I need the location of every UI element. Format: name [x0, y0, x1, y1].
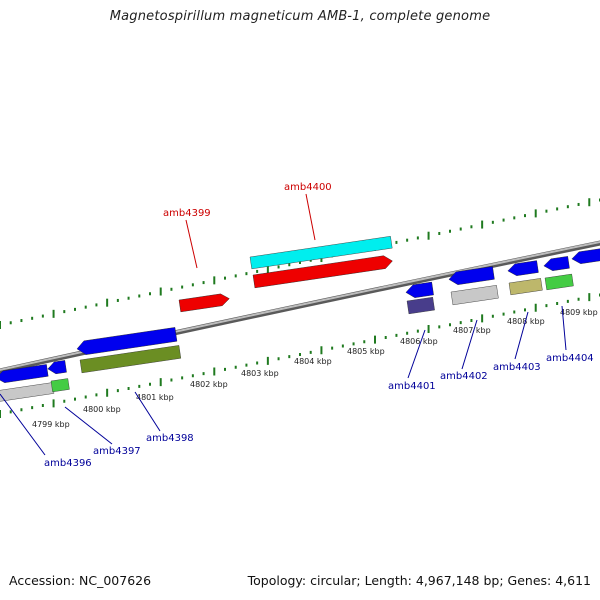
gene-amb4404-arrow[interactable] [543, 256, 570, 272]
gene-amb4396-arrow[interactable] [0, 364, 49, 383]
gene-label-amb4399[interactable]: amb4399 [163, 208, 211, 219]
category-bar-c4398[interactable] [79, 345, 182, 374]
scale-label: 4801 kbp [136, 393, 174, 402]
scale-label: 4805 kbp [347, 347, 385, 356]
leader-line [185, 219, 198, 269]
category-bar-c4402[interactable] [450, 285, 499, 306]
gene-label-amb4404[interactable]: amb4404 [546, 353, 594, 364]
gene-label-amb4403[interactable]: amb4403 [493, 362, 541, 373]
leader-line [407, 329, 426, 379]
scale-label: 4809 kbp [560, 308, 598, 317]
leader-line [561, 305, 567, 351]
scale-label: 4807 kbp [453, 326, 491, 335]
genome-backbone [0, 240, 600, 374]
gene-label-amb4400[interactable]: amb4400 [284, 182, 332, 193]
leader-line [514, 311, 529, 360]
leader-line [461, 319, 478, 370]
leader-line [305, 193, 316, 241]
scale-label: 4803 kbp [241, 369, 279, 378]
scale-label: 4802 kbp [190, 380, 228, 389]
leader-line [134, 391, 161, 432]
leader-line [0, 393, 46, 456]
gene-amb4398-arrow[interactable] [76, 327, 178, 355]
gene-label-amb4401[interactable]: amb4401 [388, 381, 436, 392]
gene-partial-right-arrow[interactable] [571, 247, 600, 265]
inner-tick-track [0, 293, 600, 418]
category-bar-c4397[interactable] [50, 378, 70, 393]
scale-label: 4800 kbp [83, 405, 121, 414]
category-bar-c4400[interactable] [249, 236, 393, 270]
gene-label-amb4397[interactable]: amb4397 [93, 446, 141, 457]
gene-label-amb4398[interactable]: amb4398 [146, 433, 194, 444]
gene-amb4400-arrow[interactable] [252, 255, 393, 289]
genome-summary-text: Topology: circular; Length: 4,967,148 bp… [247, 573, 591, 588]
outer-tick-track [0, 198, 600, 329]
gene-amb4403-arrow[interactable] [507, 260, 539, 277]
category-bar-c4396[interactable] [0, 382, 55, 403]
scale-label: 4804 kbp [294, 357, 332, 366]
gene-amb4402-arrow[interactable] [448, 266, 495, 285]
map-title: Magnetospirillum magneticum AMB-1, compl… [109, 9, 491, 24]
accession-text: Accession: NC_007626 [9, 573, 152, 588]
gene-amb4401-arrow[interactable] [405, 281, 434, 299]
leader-line [64, 406, 113, 445]
category-bar-c4404[interactable] [544, 273, 574, 291]
gene-amb4397-arrow[interactable] [47, 360, 67, 375]
scale-label: 4806 kbp [400, 337, 438, 346]
scale-label: 4799 kbp [32, 420, 70, 429]
category-bar-c4403[interactable] [508, 278, 543, 296]
gene-label-amb4396[interactable]: amb4396 [44, 458, 92, 469]
category-bar-c4401[interactable] [406, 296, 435, 315]
gene-label-amb4402[interactable]: amb4402 [440, 371, 488, 382]
gene-amb4399-arrow[interactable] [178, 293, 230, 313]
